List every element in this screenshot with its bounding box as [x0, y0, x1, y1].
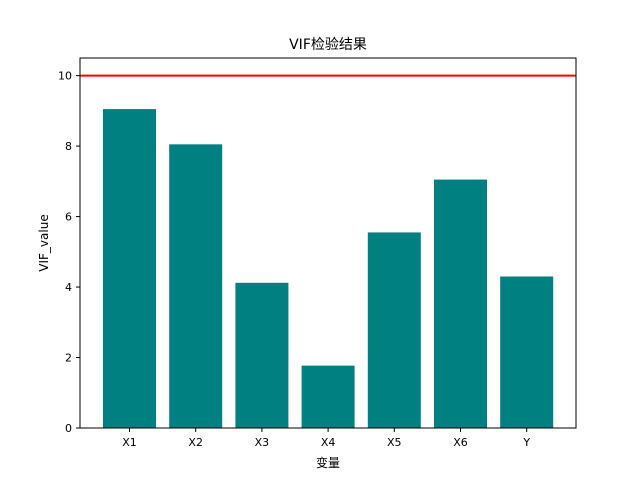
bar-x5 [367, 232, 421, 428]
x-tick-label: X5 [387, 436, 402, 449]
y-tick-label: 6 [65, 211, 72, 224]
bars-layer [103, 109, 554, 428]
y-axis-ticks: 0 2 4 6 8 10 [58, 70, 80, 435]
x-tick-label: X6 [453, 436, 468, 449]
y-tick-label: 4 [65, 281, 72, 294]
bar-x4 [301, 365, 355, 428]
x-axis-label: 变量 [316, 455, 340, 470]
y-tick-label: 0 [65, 422, 72, 435]
x-tick-label: X1 [122, 436, 137, 449]
y-axis-label: VIF_value [37, 214, 51, 271]
y-tick-label: 10 [58, 70, 72, 83]
bar-x1 [103, 109, 156, 428]
x-tick-label: X3 [255, 436, 270, 449]
y-tick-label: 8 [65, 140, 72, 153]
x-axis-ticks: X1 X2 X3 X4 X5 X6 Y [122, 428, 530, 449]
x-tick-label: X4 [321, 436, 336, 449]
bar-x2 [169, 144, 223, 428]
bar-y [500, 276, 554, 428]
bar-x6 [434, 179, 487, 428]
bar-x3 [235, 282, 289, 428]
y-tick-label: 2 [65, 352, 72, 365]
x-tick-label: X2 [188, 436, 203, 449]
x-tick-label: Y [522, 436, 530, 449]
chart-title: VIF检验结果 [289, 37, 367, 53]
